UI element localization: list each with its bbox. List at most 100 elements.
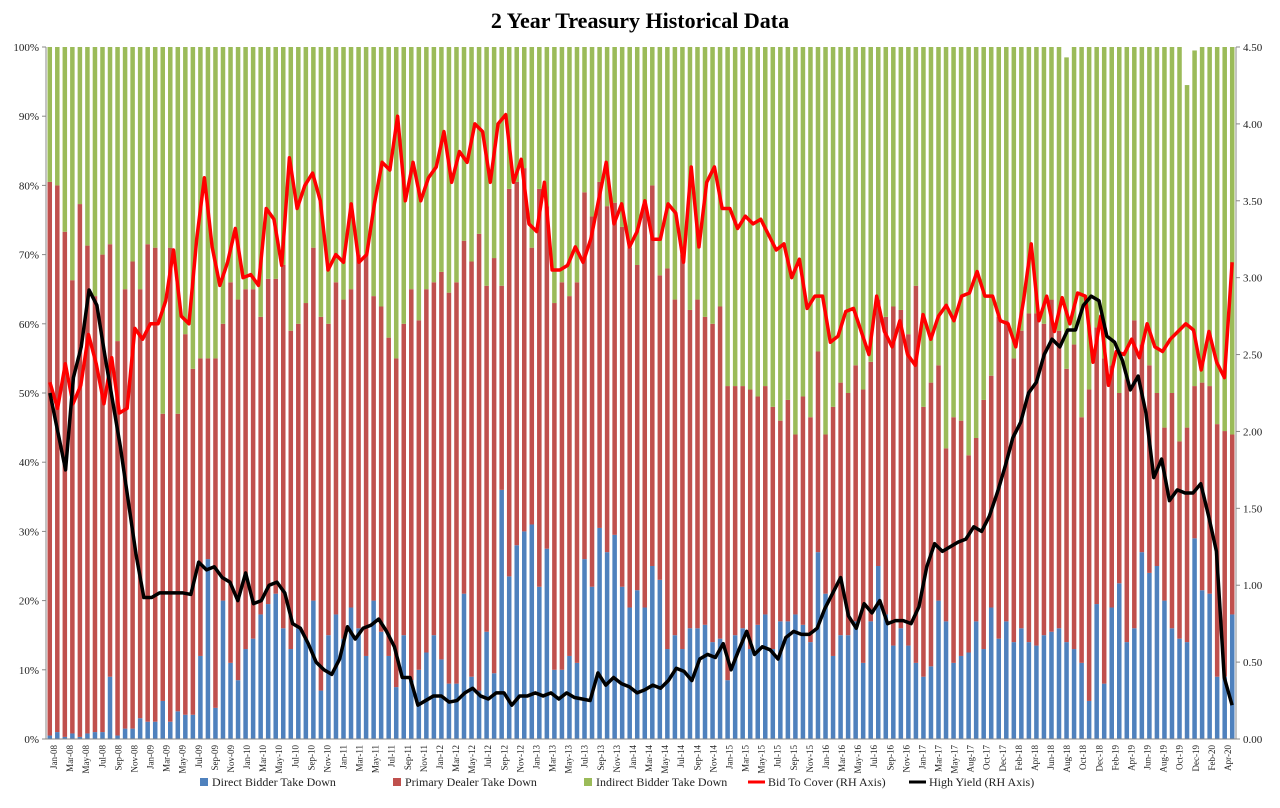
direct-bidder-bar xyxy=(619,586,625,739)
primary-dealer-bar xyxy=(891,306,896,646)
x-tick-label: Mar-13 xyxy=(548,745,558,772)
primary-dealer-bar xyxy=(401,323,407,636)
indirect-bidder-bar xyxy=(250,47,256,290)
primary-dealer-bar xyxy=(416,320,422,670)
x-tick-label: Mar-14 xyxy=(644,745,654,772)
indirect-bidder-bar xyxy=(1154,47,1160,393)
indirect-bidder-bar xyxy=(830,47,836,407)
primary-dealer-bar xyxy=(446,292,452,684)
primary-dealer-bar xyxy=(522,168,527,532)
primary-dealer-bar xyxy=(296,323,301,629)
direct-bidder-bar xyxy=(1094,604,1099,739)
direct-bidder-bar xyxy=(85,733,90,739)
right-tick-label: 1.00 xyxy=(1243,580,1263,592)
primary-dealer-bar xyxy=(687,309,693,629)
indirect-bidder-bar xyxy=(1162,47,1167,428)
direct-bidder-bar xyxy=(845,635,851,739)
x-tick-label: Oct-19 xyxy=(1175,745,1185,770)
x-tick-label: Mar-16 xyxy=(837,745,847,772)
indirect-bidder-bar xyxy=(152,47,158,248)
primary-dealer-bar xyxy=(627,247,632,608)
right-tick-label: 2.50 xyxy=(1243,350,1263,362)
indirect-bidder-bar xyxy=(1004,47,1009,321)
indirect-bidder-bar xyxy=(160,47,165,414)
direct-bidder-bar xyxy=(288,649,294,739)
direct-bidder-bar xyxy=(657,579,663,739)
indirect-bidder-bar xyxy=(567,47,572,297)
x-tick-label: Jun-18 xyxy=(1046,745,1056,770)
indirect-bidder-bar xyxy=(288,47,294,331)
primary-dealer-bar xyxy=(1041,323,1047,636)
direct-bidder-bar xyxy=(258,614,263,739)
primary-dealer-bar xyxy=(1071,344,1077,650)
direct-bidder-bar xyxy=(77,736,83,739)
indirect-bidder-bar xyxy=(680,47,685,255)
indirect-bidder-bar xyxy=(476,47,482,234)
direct-bidder-bar xyxy=(552,669,557,739)
direct-bidder-bar xyxy=(830,655,836,739)
left-tick-label: 20% xyxy=(19,596,39,608)
indirect-bidder-bar xyxy=(604,47,610,207)
x-tick-label: Jul-10 xyxy=(290,745,300,768)
indirect-bidder-bar xyxy=(243,47,248,290)
primary-dealer-bar xyxy=(47,181,53,736)
primary-dealer-bar xyxy=(454,282,459,684)
primary-dealer-bar xyxy=(845,393,851,636)
indirect-bidder-bar xyxy=(559,47,565,283)
right-tick-label: 1.50 xyxy=(1243,503,1263,515)
direct-bidder-bar xyxy=(183,714,188,739)
legend-primary-dealer-label: Primary Dealer Take Down xyxy=(405,775,537,789)
primary-dealer-bar xyxy=(785,399,791,622)
indirect-bidder-bar xyxy=(107,47,113,245)
primary-dealer-bar xyxy=(597,181,602,528)
left-tick-label: 80% xyxy=(19,180,39,192)
primary-dealer-bar xyxy=(1056,330,1062,629)
direct-bidder-bar xyxy=(152,721,158,739)
primary-dealer-bar xyxy=(966,455,971,653)
primary-dealer-bar xyxy=(265,278,271,605)
indirect-bidder-bar xyxy=(1034,47,1039,314)
indirect-bidder-bar xyxy=(665,47,670,269)
direct-bidder-bar xyxy=(966,652,971,739)
x-tick-label: Jan-12 xyxy=(435,745,445,769)
primary-dealer-bar xyxy=(378,306,384,632)
primary-dealer-bar xyxy=(228,282,233,663)
indirect-bidder-bar xyxy=(936,47,941,366)
direct-bidder-bar xyxy=(70,733,75,739)
primary-dealer-bar xyxy=(311,247,316,601)
direct-bidder-bar xyxy=(386,655,391,739)
direct-bidder-bar xyxy=(906,645,911,739)
direct-bidder-bar xyxy=(137,718,143,739)
indirect-bidder-bar xyxy=(612,47,617,203)
x-tick-label: Nov-13 xyxy=(612,745,622,773)
primary-dealer-bar xyxy=(589,216,595,587)
direct-bidder-bar xyxy=(484,631,489,739)
x-tick-label: Jul-16 xyxy=(869,745,879,768)
primary-dealer-bar xyxy=(1229,434,1235,615)
x-tick-label: Mar-08 xyxy=(65,745,75,772)
primary-dealer-bar xyxy=(1207,386,1212,594)
direct-bidder-bar xyxy=(190,714,196,739)
indirect-bidder-bar xyxy=(634,47,640,265)
primary-dealer-bar xyxy=(424,289,429,653)
direct-bidder-bar xyxy=(341,638,346,739)
primary-dealer-bar xyxy=(763,386,768,615)
indirect-bidder-bar xyxy=(582,47,587,193)
x-tick-label: Mar-09 xyxy=(162,745,172,772)
indirect-bidder-bar xyxy=(130,47,135,262)
x-tick-label: Nov-09 xyxy=(226,745,236,773)
indirect-bidder-bar xyxy=(710,47,715,324)
direct-bidder-bar xyxy=(1064,642,1069,739)
bid-to-cover-line xyxy=(48,112,1234,415)
primary-dealer-bar xyxy=(303,303,309,639)
direct-bidder-bar xyxy=(160,700,165,739)
direct-bidder-bar xyxy=(250,638,256,739)
primary-dealer-bar xyxy=(1124,379,1130,643)
primary-dealer-bar xyxy=(461,240,467,594)
x-tick-label: Oct-17 xyxy=(982,745,992,770)
indirect-bidder-bar xyxy=(348,47,354,290)
x-tick-label: Jul-09 xyxy=(194,745,204,768)
primary-dealer-bar xyxy=(770,406,776,650)
primary-dealer-bar xyxy=(529,247,535,525)
legend: Direct Bidder Take Down Primary Dealer Ta… xyxy=(200,775,1034,789)
